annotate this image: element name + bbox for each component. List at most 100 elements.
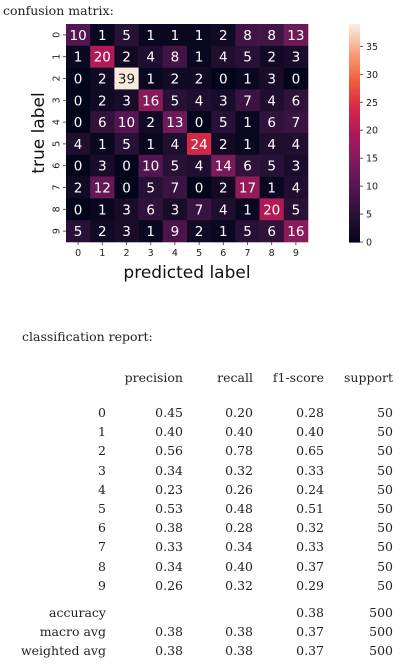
heatmap-cell xyxy=(187,220,212,243)
recall-value: 0.38 xyxy=(225,643,253,659)
heatmap-cell xyxy=(235,133,260,156)
cell-value-label: 0 xyxy=(74,159,83,175)
x-tick-label: 5 xyxy=(196,248,202,259)
cell-value-label: 1 xyxy=(98,137,107,153)
cell-value-label: 7 xyxy=(171,181,180,197)
colorbar-tick-label: 15 xyxy=(366,154,378,165)
heatmap-cell xyxy=(138,176,164,199)
colorbar-segment xyxy=(349,116,360,120)
colorbar-tick-label: 25 xyxy=(366,98,378,109)
heatmap-cell xyxy=(138,198,164,221)
colorbar-segment xyxy=(349,89,360,93)
cell-value-label: 5 xyxy=(243,224,252,240)
colorbar-segment xyxy=(349,209,360,213)
colorbar-segment xyxy=(349,92,360,96)
colorbar-segment xyxy=(349,113,360,118)
heatmap-cell xyxy=(283,67,309,90)
heatmap-cell xyxy=(283,45,309,68)
heatmap-cell xyxy=(114,67,139,90)
x-tick-label: 3 xyxy=(148,248,154,259)
heatmap-cell xyxy=(162,67,188,90)
cell-value-label: 17 xyxy=(239,181,256,197)
heatmap-cell xyxy=(187,133,212,156)
y-tick-label: 3 xyxy=(52,97,63,103)
cell-value-label: 0 xyxy=(74,93,83,109)
cell-value-label: 13 xyxy=(166,115,183,131)
colorbar-segment xyxy=(349,165,360,170)
colorbar-segment xyxy=(349,103,360,107)
colorbar-segment xyxy=(349,203,360,208)
colorbar-segment xyxy=(349,198,360,202)
cell-value-label: 6 xyxy=(243,159,252,175)
heatmap-cell xyxy=(211,154,236,177)
heatmap-cell xyxy=(66,133,91,156)
heatmap-cell xyxy=(114,24,139,47)
colorbar-segment xyxy=(349,195,360,199)
cell-value-label: 7 xyxy=(195,202,204,218)
report-row: 4 0.23 0.26 0.24 50 xyxy=(0,482,415,501)
heatmap-cell xyxy=(162,176,188,199)
recall-value: 0.78 xyxy=(225,443,253,459)
cell-value-label: 4 xyxy=(171,137,180,153)
recall-value: 0.28 xyxy=(225,520,253,536)
heatmap-cell xyxy=(211,89,236,112)
heatmap-cell xyxy=(162,111,188,134)
cell-value-label: 3 xyxy=(122,202,131,218)
colorbar-segment xyxy=(349,29,360,33)
cell-value-label: 4 xyxy=(267,137,276,153)
colorbar-segment xyxy=(349,26,360,31)
colorbar-segment xyxy=(349,187,360,191)
cell-value-label: 0 xyxy=(122,159,131,175)
cell-value-label: 3 xyxy=(122,93,131,109)
heatmap-cell xyxy=(162,154,188,177)
cell-value-label: 1 xyxy=(146,72,155,88)
cell-value-label: 1 xyxy=(195,50,204,66)
support-value: 50 xyxy=(377,558,393,574)
precision-value: 0.56 xyxy=(155,443,183,459)
cell-value-label: 9 xyxy=(171,224,180,240)
colorbar-segment xyxy=(349,86,360,90)
cell-value-label: 10 xyxy=(118,115,135,131)
colorbar-segment xyxy=(349,67,360,71)
colorbar-segment xyxy=(349,81,360,85)
colorbar-segment xyxy=(349,220,360,224)
heatmap-cell xyxy=(187,176,212,199)
colorbar-segment xyxy=(349,168,360,172)
x-tick-label: 9 xyxy=(293,248,299,259)
colorbar-segment xyxy=(349,59,360,63)
y-tick-label: 1 xyxy=(52,54,63,60)
support-value: 500 xyxy=(369,643,393,659)
x-tick-label: 4 xyxy=(172,248,178,259)
colorbar-segment xyxy=(349,171,360,175)
report-row: 7 0.33 0.34 0.33 50 xyxy=(0,539,415,558)
heatmap-cell xyxy=(283,89,309,112)
cell-value-label: 24 xyxy=(191,137,208,153)
colorbar-segment xyxy=(349,133,360,137)
report-row: 6 0.38 0.28 0.32 50 xyxy=(0,520,415,539)
x-tick-label: 8 xyxy=(269,248,275,259)
class-label: 7 xyxy=(98,539,106,555)
heatmap-cell xyxy=(235,24,260,47)
heatmap-cell xyxy=(66,154,91,177)
colorbar-segment xyxy=(349,152,360,156)
heatmap-cell xyxy=(114,176,139,199)
heatmap-cell xyxy=(138,111,164,134)
cell-value-label: 39 xyxy=(118,72,135,88)
colorbar-segment xyxy=(349,179,360,183)
colorbar-segment xyxy=(349,222,360,227)
heatmap-cell xyxy=(138,24,164,47)
support-value: 50 xyxy=(377,443,393,459)
heatmap-cell xyxy=(235,89,260,112)
cell-value-label: 2 xyxy=(195,224,204,240)
colorbar-segment xyxy=(349,228,360,232)
colorbar-segment xyxy=(349,34,360,39)
colorbar-segment xyxy=(349,231,360,235)
colorbar-segment xyxy=(349,130,360,134)
heatmap-cell xyxy=(90,45,115,68)
class-label: 6 xyxy=(98,520,106,536)
heatmap-cell xyxy=(235,176,260,199)
y-tick-label: 0 xyxy=(52,32,63,38)
colorbar-segment xyxy=(349,37,360,41)
colorbar-segment xyxy=(349,143,360,148)
x-tick-label: 0 xyxy=(75,248,81,259)
